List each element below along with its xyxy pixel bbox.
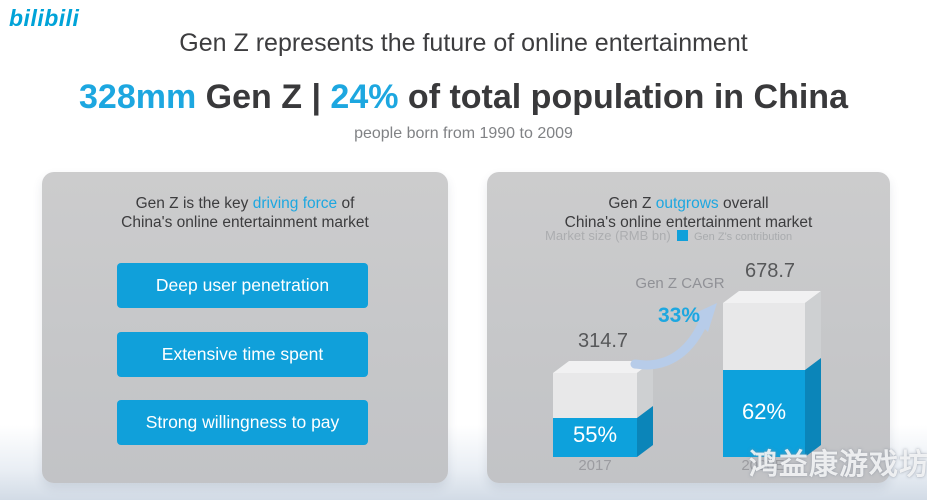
right-panel-title: Gen Z outgrows overall China's online ent… bbox=[487, 194, 890, 232]
right-title-pre: Gen Z bbox=[608, 195, 656, 212]
callout-deep-user-penetration: Deep user penetration bbox=[117, 263, 368, 308]
left-panel: Gen Z is the key driving force of China's… bbox=[42, 172, 448, 483]
left-panel-title: Gen Z is the key driving force of China's… bbox=[42, 194, 448, 232]
category-label-2020e: 2020E bbox=[741, 457, 785, 474]
bar-2020e bbox=[723, 291, 821, 457]
left-title-line2: China's online entertainment market bbox=[121, 214, 369, 231]
headline-stat-percent: 24% bbox=[330, 78, 399, 116]
right-title-post: overall bbox=[718, 195, 769, 212]
stacked-bar-chart bbox=[553, 291, 821, 457]
callout-strong-willingness-to-pay: Strong willingness to pay bbox=[117, 400, 368, 445]
callout-extensive-time-spent: Extensive time spent bbox=[117, 332, 368, 377]
legend-square-icon bbox=[677, 230, 688, 241]
left-title-post: of bbox=[337, 195, 355, 212]
bar-2017 bbox=[553, 361, 653, 457]
headline-stat-population: 328mm bbox=[79, 78, 197, 116]
bar-total-2020e: 678.7 bbox=[744, 260, 796, 282]
cagr-value: 33% bbox=[657, 304, 701, 327]
left-title-highlight: driving force bbox=[252, 195, 338, 212]
left-title-pre: Gen Z is the key bbox=[135, 195, 253, 212]
growth-arrow-icon bbox=[630, 303, 717, 370]
slide-title: Gen Z represents the future of online en… bbox=[179, 29, 748, 57]
right-title-highlight: outgrows bbox=[655, 195, 719, 212]
headline-rest-text: of total population in China bbox=[398, 78, 848, 116]
headline-mid-text: Gen Z | bbox=[196, 78, 331, 116]
chart-axis-label: Market size (RMB bn) bbox=[545, 228, 671, 243]
right-title-line2: China's online entertainment market bbox=[564, 214, 813, 231]
right-panel: Gen Z outgrows overall China's online ent… bbox=[487, 172, 890, 483]
bilibili-logo: bilibili bbox=[9, 5, 80, 31]
category-label-2017: 2017 bbox=[578, 457, 612, 474]
headline: 328mm Gen Z | 24% of total population in… bbox=[0, 78, 927, 117]
bar-total-2017: 314.7 bbox=[577, 330, 629, 352]
watermark: 鸿益康游戏坊 bbox=[748, 449, 927, 481]
cagr-label: Gen Z CAGR bbox=[635, 275, 725, 292]
genz-share-2017: 55% bbox=[572, 422, 618, 447]
genz-share-2020e: 62% bbox=[741, 399, 787, 424]
chart-legend-label: Gen Z's contribution bbox=[694, 231, 793, 243]
subtitle: people born from 1990 to 2009 bbox=[354, 125, 573, 142]
